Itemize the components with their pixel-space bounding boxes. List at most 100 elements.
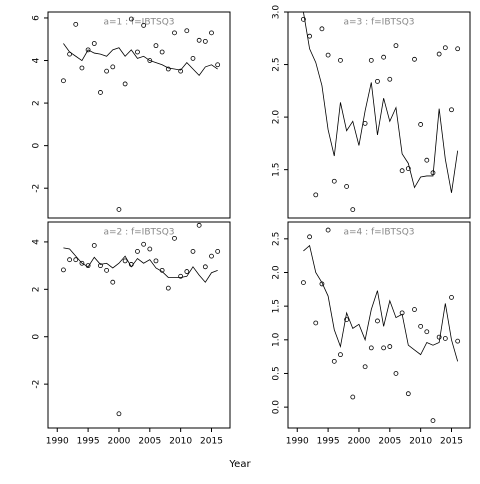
point [122, 258, 128, 264]
y-tick-label: 6 [32, 15, 42, 21]
point [98, 263, 103, 269]
y-tick-label: 1.0 [272, 332, 282, 347]
point [455, 338, 461, 344]
point [116, 411, 122, 417]
y-tick-label: 0.0 [272, 400, 282, 415]
point [313, 320, 319, 326]
point [61, 267, 66, 273]
y-tick-label: 0 [32, 143, 42, 149]
point [135, 248, 140, 254]
x-tick-label: 1990 [286, 437, 309, 447]
point [424, 157, 430, 163]
point [325, 52, 331, 58]
plot-area [61, 222, 221, 417]
point [338, 352, 343, 358]
point [319, 26, 325, 32]
x-tick-label: 2010 [169, 437, 192, 447]
point [91, 41, 97, 46]
point [418, 122, 424, 127]
point [412, 56, 417, 62]
point [67, 257, 72, 263]
point [442, 45, 448, 51]
y-tick-label: 2 [32, 100, 42, 106]
y-tick-label: 0 [32, 334, 42, 340]
point [190, 248, 196, 254]
point [301, 16, 306, 22]
point [436, 51, 442, 57]
panel-frame [287, 11, 471, 219]
point [307, 234, 312, 240]
y-tick-label: 4 [32, 239, 42, 245]
point [178, 273, 184, 279]
point [110, 279, 116, 285]
x-tick-label: 1995 [317, 437, 340, 447]
x-tick-label: 2000 [107, 437, 130, 447]
panel-title: a=3 : f=IBTSQ3 [343, 18, 414, 28]
x-tick-label: 2000 [347, 437, 370, 447]
point [430, 418, 436, 423]
point [412, 307, 417, 312]
x-tick-label: 2010 [409, 437, 432, 447]
point [215, 62, 221, 68]
point [122, 81, 128, 87]
point [67, 51, 72, 57]
x-tick-label: 2005 [138, 437, 161, 447]
point [393, 371, 399, 376]
point [209, 30, 214, 36]
point [190, 55, 196, 61]
x-tick-label: 1990 [46, 437, 69, 447]
point [449, 294, 454, 300]
point [307, 33, 312, 39]
point [202, 38, 208, 44]
point [319, 281, 325, 287]
point [165, 66, 171, 72]
point [184, 269, 190, 274]
point [104, 68, 110, 74]
point [141, 23, 147, 28]
plot-area [61, 16, 221, 212]
point [79, 65, 85, 71]
y-tick-label: 4 [32, 57, 42, 63]
point [209, 253, 214, 259]
point [61, 78, 66, 84]
point [455, 46, 461, 52]
point [424, 329, 430, 335]
fit-line [303, 12, 459, 193]
plot-area [301, 12, 461, 212]
point [110, 64, 116, 70]
y-tick-label: 1.5 [272, 299, 282, 313]
point [79, 260, 85, 266]
point [147, 246, 153, 252]
point [141, 241, 147, 247]
panel-title: a=1 : f=IBTSQ3 [103, 18, 174, 28]
point [405, 391, 411, 397]
point [98, 90, 103, 95]
point [85, 47, 91, 53]
point [91, 243, 97, 248]
panel-frame [47, 11, 231, 219]
point [350, 207, 356, 212]
panel-frame [47, 221, 231, 429]
point [325, 227, 331, 233]
point [85, 263, 91, 269]
panel-title: a=4 : f=IBTSQ3 [343, 228, 414, 238]
point [375, 78, 380, 84]
point [418, 323, 424, 329]
point [159, 49, 165, 55]
point [196, 37, 202, 43]
point [331, 178, 337, 184]
y-tick-label: 3.0 [272, 5, 282, 20]
y-tick-label: 2.5 [272, 57, 282, 71]
point [73, 21, 79, 27]
point [147, 58, 153, 63]
panel-frame [287, 221, 471, 429]
point [375, 318, 380, 324]
panel-title: a=2 : f=IBTSQ3 [103, 228, 174, 238]
fit-line [63, 43, 218, 77]
y-tick-label: 2.0 [272, 110, 282, 125]
point [196, 222, 202, 228]
point [405, 166, 411, 172]
point [135, 49, 140, 55]
point [387, 344, 393, 349]
